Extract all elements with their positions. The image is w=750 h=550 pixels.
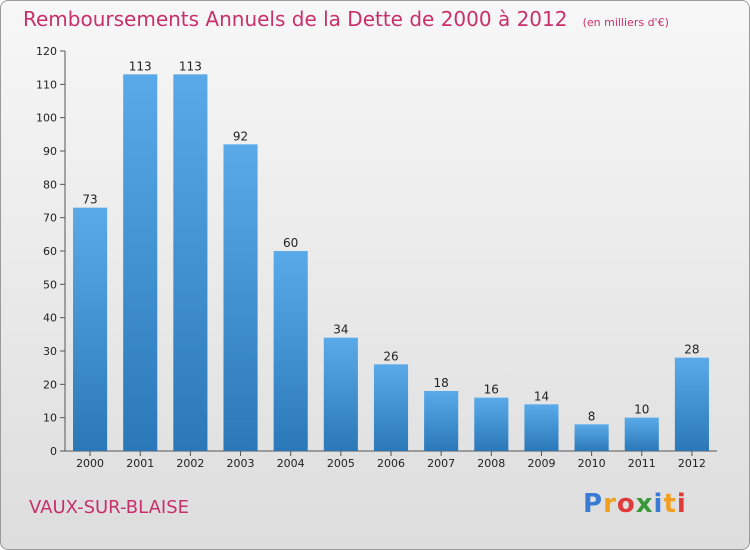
x-tick-label: 2002 bbox=[176, 457, 204, 470]
x-tick-label: 2011 bbox=[628, 457, 656, 470]
y-tick-label: 40 bbox=[43, 312, 57, 325]
bar-2003 bbox=[223, 144, 258, 452]
chart-title: Remboursements Annuels de la Dette de 20… bbox=[23, 7, 568, 31]
y-tick-label: 10 bbox=[43, 412, 57, 425]
bar-2008 bbox=[474, 397, 509, 451]
y-tick-label: 70 bbox=[43, 212, 57, 225]
bar-value-label: 14 bbox=[534, 389, 549, 403]
bar-2010 bbox=[574, 424, 609, 451]
logo-letter: o bbox=[616, 489, 636, 519]
x-tick-label: 2010 bbox=[578, 457, 606, 470]
bar-value-label: 28 bbox=[684, 343, 699, 357]
bars: 73 113 113 92 60 34 26 18 16 14 8 10 28 bbox=[73, 59, 709, 452]
logo-letter: t bbox=[663, 489, 677, 519]
y-tick-label: 80 bbox=[43, 178, 57, 191]
x-tick-label: 2004 bbox=[277, 457, 305, 470]
chart-title-block: Remboursements Annuels de la Dette de 20… bbox=[23, 7, 669, 31]
bar-value-label: 18 bbox=[434, 376, 449, 390]
x-tick-label: 2000 bbox=[76, 457, 104, 470]
y-tick-label: 60 bbox=[43, 245, 57, 258]
x-tick-label: 2005 bbox=[327, 457, 355, 470]
bar-2006 bbox=[373, 364, 409, 451]
bar-value-label: 113 bbox=[129, 59, 152, 73]
y-tick-label: 50 bbox=[43, 278, 57, 291]
chart-unit: (en milliers d'€) bbox=[582, 16, 669, 29]
bar-value-label: 34 bbox=[333, 323, 348, 337]
bar-2001 bbox=[123, 74, 158, 451]
y-tick-label: 110 bbox=[36, 78, 57, 91]
bar-2011 bbox=[624, 417, 659, 451]
bar-value-label: 92 bbox=[233, 129, 248, 143]
bar-2007 bbox=[424, 391, 459, 451]
bar-value-label: 73 bbox=[82, 193, 97, 207]
bar-value-label: 16 bbox=[484, 383, 499, 397]
bar-value-label: 26 bbox=[383, 349, 398, 363]
y-tick-label: 90 bbox=[43, 145, 57, 158]
bar-2005 bbox=[323, 337, 358, 451]
y-tick-label: 20 bbox=[43, 378, 57, 391]
y-tick-label: 30 bbox=[43, 345, 57, 358]
y-tick-label: 100 bbox=[36, 112, 57, 125]
x-tick-label: 2008 bbox=[477, 457, 505, 470]
logo-letter: i bbox=[676, 489, 687, 519]
bar-value-label: 10 bbox=[634, 403, 649, 417]
x-tick-label: 2001 bbox=[126, 457, 154, 470]
proxiti-logo: Proxiti bbox=[583, 489, 687, 519]
x-tick-label: 2003 bbox=[227, 457, 255, 470]
bar-2009 bbox=[524, 404, 559, 451]
x-tick-label: 2006 bbox=[377, 457, 405, 470]
bar-2012 bbox=[674, 357, 709, 451]
bar-value-label: 113 bbox=[179, 59, 202, 73]
logo-letter: i bbox=[653, 489, 664, 519]
bar-value-label: 60 bbox=[283, 236, 298, 250]
axes: 0 10 20 30 40 50 60 70 80 90 100 110 120 2000 2001 2002… bbox=[36, 45, 717, 470]
x-tick-label: 2007 bbox=[427, 457, 455, 470]
bar-value-label: 8 bbox=[588, 409, 596, 423]
x-tick-label: 2012 bbox=[678, 457, 706, 470]
logo-letter: x bbox=[635, 489, 654, 519]
logo-letter: P bbox=[583, 489, 604, 519]
x-tick-label: 2009 bbox=[527, 457, 555, 470]
town-name: VAUX-SUR-BLAISE bbox=[29, 497, 190, 518]
bar-2000 bbox=[73, 207, 108, 451]
logo-letter: r bbox=[603, 489, 617, 519]
bar-2004 bbox=[273, 251, 308, 451]
y-tick-label: 120 bbox=[36, 45, 57, 58]
bar-2002 bbox=[173, 74, 208, 451]
y-tick-label: 0 bbox=[50, 445, 57, 458]
